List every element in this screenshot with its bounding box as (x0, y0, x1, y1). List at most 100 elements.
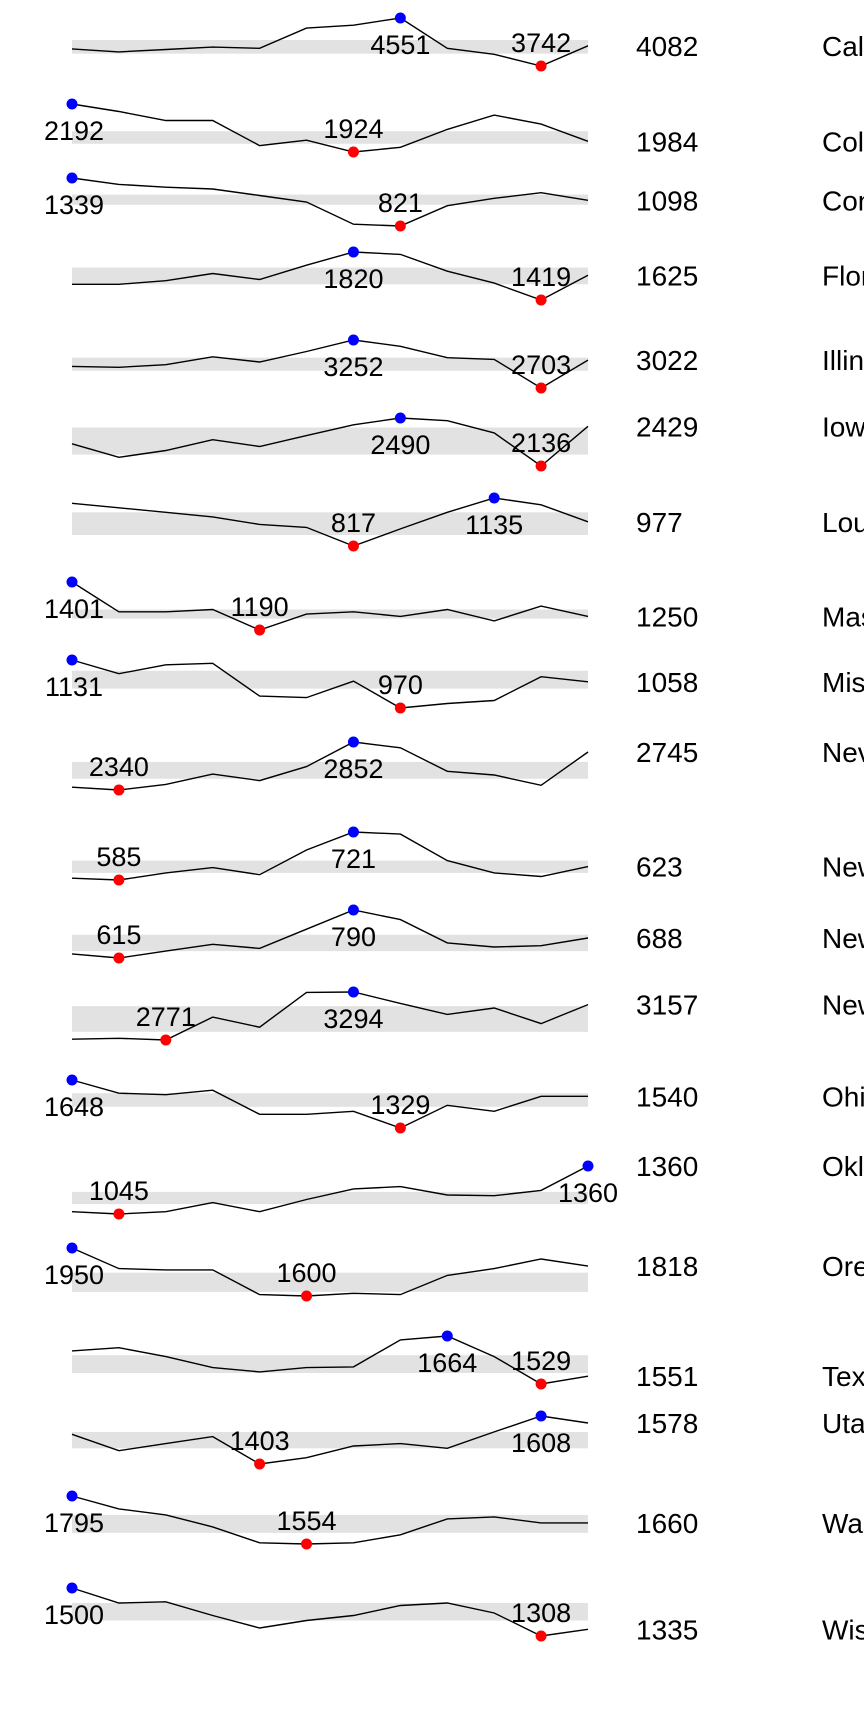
max-point-marker (347, 334, 359, 346)
min-value-label: 2703 (511, 350, 571, 380)
latest-value-label: 1660 (636, 1508, 698, 1539)
max-value-label: 1820 (323, 264, 383, 294)
min-point-marker (113, 952, 125, 964)
state-name-label: Oklahoma (822, 1151, 864, 1182)
max-point-marker (347, 986, 359, 998)
max-value-label: 1648 (44, 1092, 104, 1122)
sparkline-row: 2490 2136 2429 Iowa (71, 411, 864, 472)
state-name-label: California (822, 31, 864, 62)
sparkline-row: 3252 2703 3022 Illinois (71, 334, 864, 394)
sparkline-series (71, 17, 589, 67)
sparkline-series (71, 831, 589, 881)
max-point-marker (66, 576, 78, 588)
max-value-label: 1360 (558, 1178, 618, 1208)
latest-value-label: 2429 (636, 411, 698, 442)
sparkline-row: 2852 2340 2745 Nevada (71, 736, 864, 796)
state-name-label: New York (822, 990, 864, 1021)
normal-range-band (72, 670, 588, 689)
min-value-label: 1554 (277, 1506, 337, 1536)
normal-range-band (72, 1272, 588, 1292)
max-value-label: 3294 (323, 1004, 383, 1034)
normal-range-band (72, 1093, 588, 1107)
max-point-marker (347, 736, 359, 748)
min-point-marker (394, 220, 406, 232)
sparkline-row: 1608 1403 1578 Utah (71, 1408, 864, 1470)
sparkline-row: 1401 1190 1250 Massachusetts (44, 576, 864, 636)
sparkline-row: 1131 970 1058 Mississippi (45, 654, 864, 714)
min-value-label: 1529 (511, 1346, 571, 1376)
latest-value-label: 3157 (636, 990, 698, 1021)
sparkline-series (71, 1495, 588, 1545)
max-point-marker (66, 98, 78, 110)
normal-range-band (72, 609, 588, 619)
max-point-marker (66, 654, 78, 666)
min-point-marker (347, 540, 359, 552)
min-value-label: 1419 (511, 262, 571, 292)
sparkline-series (72, 251, 589, 301)
normal-range-band (72, 934, 588, 952)
max-value-label: 790 (331, 922, 376, 952)
max-point-marker (66, 1074, 78, 1086)
sparkline-series (71, 103, 589, 153)
sparkline-series (71, 497, 589, 547)
sparkline-row: 1135 817 977 Louisiana (71, 492, 864, 552)
min-point-marker (394, 702, 406, 714)
max-point-marker (394, 12, 406, 24)
max-value-label: 1664 (417, 1348, 477, 1378)
sparkline-row: 1950 1600 1818 Oregon (44, 1242, 864, 1302)
sparkline-series (71, 1415, 589, 1465)
sparkline-series (71, 581, 589, 631)
max-point-marker (535, 1410, 547, 1422)
normal-range-band (72, 1355, 588, 1373)
min-value-label: 821 (378, 188, 423, 218)
normal-range-band (72, 194, 588, 205)
max-value-label: 1950 (44, 1260, 104, 1290)
state-name-label: Washington (822, 1508, 864, 1539)
state-name-label: Massachusetts (822, 601, 864, 632)
sparkline-series (71, 991, 589, 1041)
normal-range-band (72, 761, 588, 779)
latest-value-label: 1058 (636, 667, 698, 698)
min-point-marker (113, 1208, 125, 1220)
max-value-label: 2852 (323, 754, 383, 784)
min-point-marker (535, 294, 547, 306)
max-value-label: 2192 (44, 116, 104, 146)
latest-value-label: 1984 (636, 126, 698, 157)
sparkline-series (71, 909, 589, 959)
latest-value-label: 1360 (636, 1151, 698, 1182)
normal-range-band (72, 512, 588, 535)
min-value-label: 1045 (89, 1176, 149, 1206)
latest-value-label: 4082 (636, 31, 698, 62)
min-value-label: 1924 (323, 114, 383, 144)
min-point-marker (254, 624, 266, 636)
min-point-marker (160, 1034, 172, 1046)
min-value-label: 817 (331, 508, 376, 538)
min-point-marker (254, 1458, 266, 1470)
min-value-label: 2340 (89, 752, 149, 782)
state-name-label: Utah (822, 1408, 864, 1439)
state-name-label: Connecticut (822, 185, 864, 216)
sparkline-series (71, 1587, 589, 1637)
sparkline-series (71, 1079, 588, 1129)
min-value-label: 2771 (136, 1002, 196, 1032)
sparkline-row: 1664 1529 1551 Texas (71, 1330, 864, 1392)
min-value-label: 3742 (511, 28, 571, 58)
min-value-label: 970 (378, 670, 423, 700)
sparkline-series (71, 659, 589, 709)
min-point-marker (347, 146, 359, 158)
state-name-label: Oregon (822, 1251, 864, 1282)
latest-value-label: 1098 (636, 185, 698, 216)
max-point-marker (66, 172, 78, 184)
sparkline-series (71, 1247, 589, 1297)
sparkline-row: 4551 3742 4082 California (71, 12, 864, 72)
min-point-marker (535, 60, 547, 72)
sparkline-row: 1795 1554 1660 Washington (44, 1490, 864, 1550)
sparkline-row: 1360 1045 1360 Oklahoma (71, 1151, 864, 1220)
state-name-label: New Jersey (822, 923, 864, 954)
max-point-marker (66, 1490, 78, 1502)
max-point-marker (488, 492, 500, 504)
latest-value-label: 977 (636, 507, 683, 538)
sparkline-series (71, 177, 589, 227)
sparkline-row: 1339 821 1098 Connecticut (44, 172, 864, 232)
latest-value-label: 1540 (636, 1081, 698, 1112)
